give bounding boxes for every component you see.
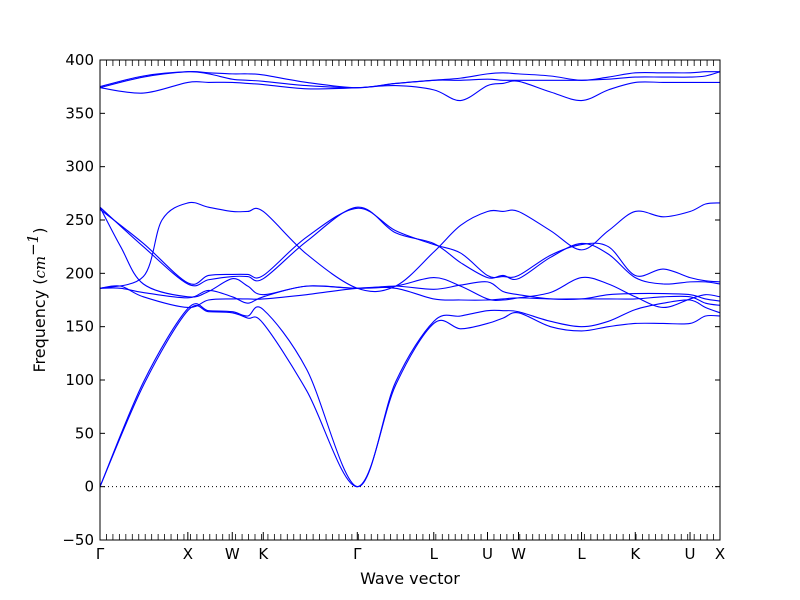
x-tick-label: L	[577, 545, 586, 563]
y-tick-label: 100	[65, 371, 94, 389]
y-axis-label-prefix: Frequency (	[30, 279, 49, 373]
y-axis-label-suffix: )	[30, 228, 49, 234]
dispersion-branches	[99, 70, 721, 488]
x-tick-label: Γ	[353, 545, 362, 563]
y-tick-label: 350	[65, 104, 94, 122]
y-tick-label: 300	[65, 158, 94, 176]
y-tick-label: 200	[65, 264, 94, 282]
y-axis-label-unit-exponent: −1	[24, 234, 42, 256]
y-axis-label: Frequency (cm−1)	[24, 228, 49, 373]
x-tick-label: X	[715, 545, 725, 563]
y-tick-label: 400	[65, 51, 94, 69]
x-axis-label: Wave vector	[360, 569, 460, 588]
branch-line-1	[99, 304, 721, 488]
y-tick-label: −50	[62, 531, 94, 549]
branch-line-3	[99, 285, 721, 309]
y-tick-label: 250	[65, 211, 94, 229]
branch-line-9	[99, 80, 720, 102]
y-tick-label: 50	[75, 424, 94, 442]
x-tick-label: L	[430, 545, 439, 563]
branch-line-11	[99, 70, 721, 89]
branch-line-2	[99, 299, 721, 488]
branch-line-4	[99, 281, 721, 304]
x-tick-label: W	[225, 545, 240, 563]
y-tick-label: 0	[84, 478, 94, 496]
x-tick-label: K	[258, 545, 269, 563]
branch-line-8	[99, 201, 721, 293]
x-tick-label: K	[630, 545, 641, 563]
axis-ticks	[99, 59, 721, 541]
plot-frame	[99, 59, 721, 541]
branch-line-7	[99, 207, 721, 285]
branch-line-10	[99, 71, 721, 89]
x-tick-label: X	[183, 545, 193, 563]
y-axis-label-unit: cm	[31, 256, 49, 279]
x-tick-label: Γ	[96, 545, 105, 563]
y-tick-labels: −50 0 50 100 150 200 250 300 350 400	[62, 51, 94, 549]
x-tick-label: U	[482, 545, 493, 563]
branch-line-6	[99, 206, 721, 287]
x-tick-label: W	[511, 545, 526, 563]
branch-line-5	[99, 206, 721, 309]
x-tick-label: U	[685, 545, 696, 563]
y-tick-label: 150	[65, 318, 94, 336]
